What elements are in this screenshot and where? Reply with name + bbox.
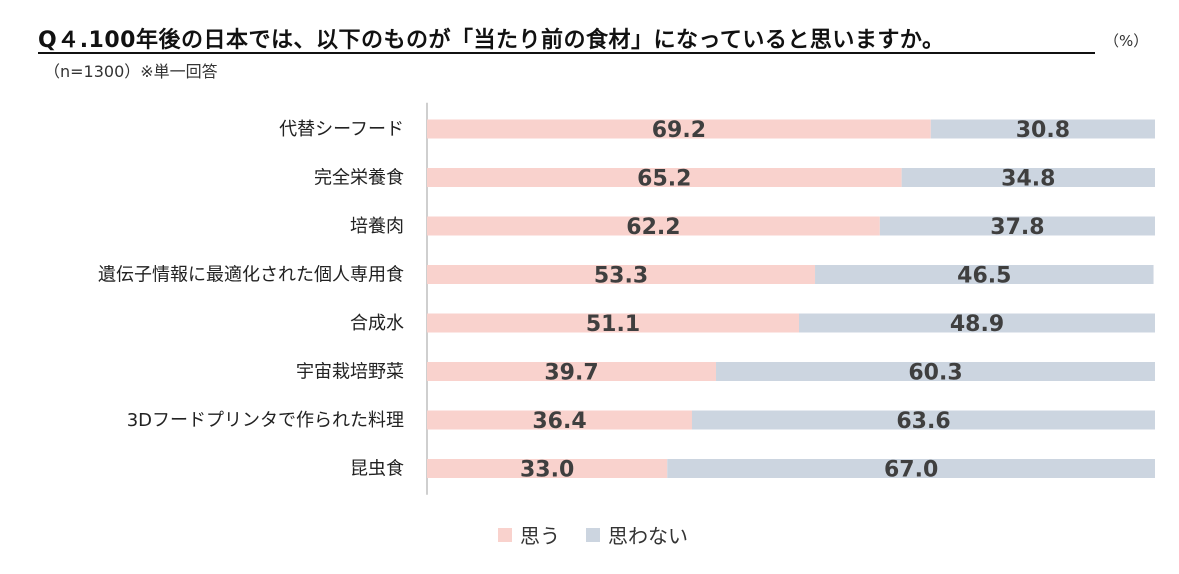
category-label: 3Dフードプリンタで作られた料理 [127, 410, 404, 431]
bar-disagree [691, 410, 1155, 430]
bar-disagree [901, 168, 1155, 187]
chart-subtitle: （n=1300）※単一回答 [44, 62, 218, 81]
bar-agree [427, 313, 800, 333]
legend-swatch-disagree [586, 527, 600, 542]
category-label: 代替シーフード [279, 119, 404, 140]
bar-disagree [799, 313, 1155, 333]
category-label: 遺伝子情報に最適化された個人専用食 [98, 265, 404, 286]
data-label-disagree: 37.8 [990, 215, 1044, 240]
data-label-agree: 36.4 [532, 409, 586, 434]
chart-title: Q４.100年後の日本では、以下のものが「当たり前の食材」になっていると思います… [38, 28, 945, 53]
bar-disagree [815, 265, 1154, 284]
legend-item-agree: 思う [498, 520, 560, 549]
data-label-agree: 62.2 [626, 215, 680, 240]
bar-agree [427, 410, 692, 430]
bar-disagree [716, 362, 1155, 381]
bar-disagree [879, 216, 1155, 236]
bar-agree [427, 119, 931, 139]
bar-disagree [930, 119, 1155, 139]
legend-swatch-agree [498, 527, 512, 542]
bar-agree [427, 216, 880, 236]
data-label-agree: 69.2 [652, 118, 706, 143]
data-label-agree: 39.7 [544, 361, 598, 386]
category-label: 昆虫食 [350, 459, 404, 480]
category-label: 完全栄養食 [314, 168, 404, 189]
bar-agree [427, 362, 717, 381]
data-label-agree: 53.3 [594, 264, 648, 289]
title-underline [38, 52, 1095, 54]
data-label-agree: 33.0 [520, 458, 574, 483]
unit-label: （%） [1104, 32, 1149, 50]
bar-agree [427, 168, 902, 187]
chart-legend: 思う 思わない [498, 520, 714, 549]
category-label: 合成水 [350, 313, 404, 334]
legend-item-disagree: 思わない [586, 520, 688, 549]
data-label-disagree: 48.9 [950, 312, 1004, 337]
data-label-agree: 51.1 [586, 312, 640, 337]
bar-disagree [667, 459, 1155, 478]
bar-agree [427, 459, 668, 478]
bar-agree [427, 265, 816, 284]
category-label: 培養肉 [350, 216, 404, 237]
category-label: 宇宙栽培野菜 [296, 362, 404, 383]
legend-label-disagree: 思わない [608, 524, 688, 548]
data-label-disagree: 67.0 [884, 458, 938, 483]
data-label-disagree: 63.6 [896, 409, 950, 434]
data-label-disagree: 60.3 [908, 361, 962, 386]
data-label-agree: 65.2 [637, 167, 691, 192]
data-label-disagree: 46.5 [957, 264, 1011, 289]
data-label-disagree: 34.8 [1001, 167, 1055, 192]
data-label-disagree: 30.8 [1016, 118, 1070, 143]
legend-label-agree: 思う [520, 524, 560, 548]
